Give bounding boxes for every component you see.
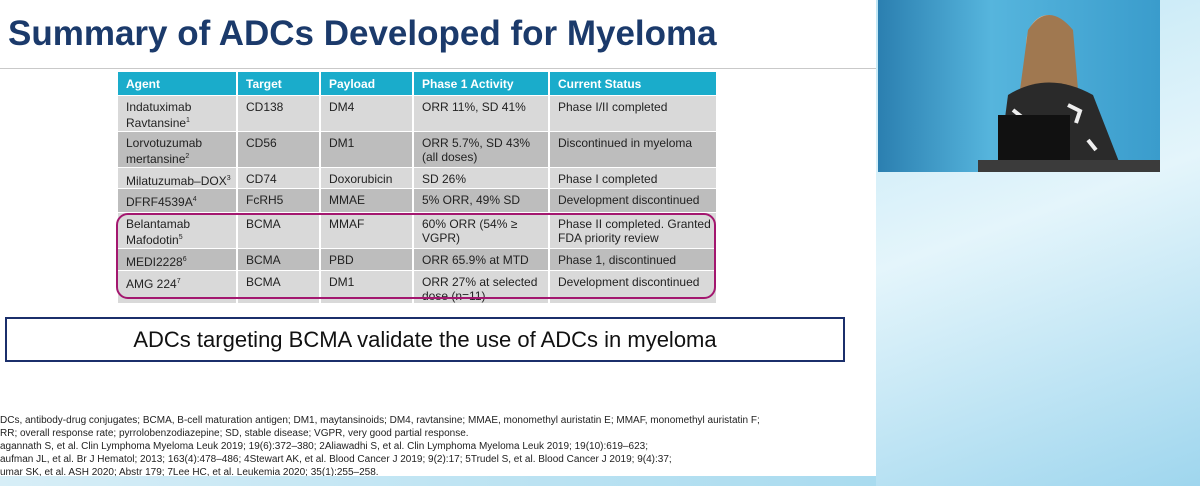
agent-name: DFRF4539A [126,195,193,209]
status-cell: Phase I/II completed [549,95,718,132]
table-row: Belantamab Mafodotin5 BCMA MMAF 60% ORR (54… [118,212,718,249]
slide: Summary of ADCs Developed for Myeloma Ag… [0,14,876,486]
payload-cell: MMAF [320,212,414,249]
agent-name: Indatuximab Ravtansine [126,100,192,130]
callout: ADCs targeting BCMA validate the use of … [5,317,845,362]
target-cell: BCMA [237,212,321,249]
status-cell: Discontinued in myeloma [549,131,718,168]
agent-cell: Indatuximab Ravtansine1 [118,95,238,132]
agent-name: MEDI2228 [126,255,183,269]
status-cell: Phase 1, discontinued [549,248,718,271]
header-row: Agent Target Payload Phase 1 Activity Curren… [118,72,718,96]
activity-cell: ORR 5.7%, SD 43% (all doses) [413,131,550,168]
reference: 6 [182,256,187,263]
agent-name: Lorvotuzumab mertansine [126,136,203,166]
reference: 4 [192,196,197,203]
table-row: MEDI22286 BCMA PBD ORR 65.9% at MTD Phase 1,… [118,248,718,271]
title-rule [0,68,876,69]
slide-title: Summary of ADCs Developed for Myeloma [8,14,717,53]
reference: 3 [226,175,231,182]
payload-cell: DM4 [320,95,414,132]
agent-name: AMG 224 [126,277,177,291]
header-cell: Phase 1 Activity [413,72,550,96]
reference: 5 [178,234,183,241]
status-cell: Development discontinued [549,188,718,213]
footnote-line: aufman JL, et al. Br J Hematol; 2013; 16… [0,454,672,465]
agent-name: Belantamab Mafodotin [126,217,191,247]
agent-cell: Milatuzumab–DOX3 [118,167,238,189]
footer-stripe [0,476,876,486]
target-cell: CD138 [237,95,321,132]
target-cell: BCMA [237,248,321,271]
table-row: Milatuzumab–DOX3 CD74 Doxorubicin SD 26% Pha… [118,167,718,189]
podium [978,160,1160,172]
payload-cell: DM1 [320,131,414,168]
laptop [998,115,1070,165]
footnote-line: RR; overall response rate; pyrrolobenzod… [0,428,469,439]
bcma-highlight [116,213,716,299]
speaker-panel [876,0,1200,486]
activity-cell: ORR 65.9% at MTD [413,248,550,271]
header-cell: Payload [320,72,414,96]
payload-cell: Doxorubicin [320,167,414,189]
speaker-video [878,0,1160,172]
activity-cell: 5% ORR, 49% SD [413,188,550,213]
reference: 2 [185,153,190,160]
agent-cell: Belantamab Mafodotin5 [118,212,238,249]
footnote-line: agannath S, et al. Clin Lymphoma Myeloma… [0,441,648,452]
header-cell: Target [237,72,321,96]
hair [1020,15,1078,90]
reference: 7 [176,278,181,285]
agent-name: Milatuzumab–DOX [126,174,227,188]
table-row: DFRF4539A4 FcRH5 MMAE 5% ORR, 49% SD Develop… [118,188,718,213]
target-cell: CD74 [237,167,321,189]
activity-cell: ORR 11%, SD 41% [413,95,550,132]
agent-cell: DFRF4539A4 [118,188,238,213]
video-frame [978,15,1160,172]
target-cell: FcRH5 [237,188,321,213]
payload-cell: PBD [320,248,414,271]
agent-cell: Lorvotuzumab mertansine2 [118,131,238,168]
header-cell: Current Status [549,72,718,96]
footnotes: DCs, antibody-drug conjugates; BCMA, B-c… [0,414,760,479]
activity-cell: SD 26% [413,167,550,189]
footnote-line: DCs, antibody-drug conjugates; BCMA, B-c… [0,415,760,426]
table-row: Lorvotuzumab mertansine2 CD56 DM1 ORR 5.7%,… [118,131,718,168]
status-cell: Phase II completed. Granted FDA priority… [549,212,718,249]
target-cell: CD56 [237,131,321,168]
footnote-line: umar SK, et al. ASH 2020; Abstr 179; 7Le… [0,467,379,478]
table-row: Indatuximab Ravtansine1 CD138 DM4 ORR 11%, … [118,95,718,132]
reference: 1 [186,117,190,124]
payload-cell: MMAE [320,188,414,213]
status-cell: Phase I completed [549,167,718,189]
header-cell: Agent [118,72,238,96]
activity-cell: 60% ORR (54% ≥ VGPR) [413,212,550,249]
agent-cell: MEDI22286 [118,248,238,271]
